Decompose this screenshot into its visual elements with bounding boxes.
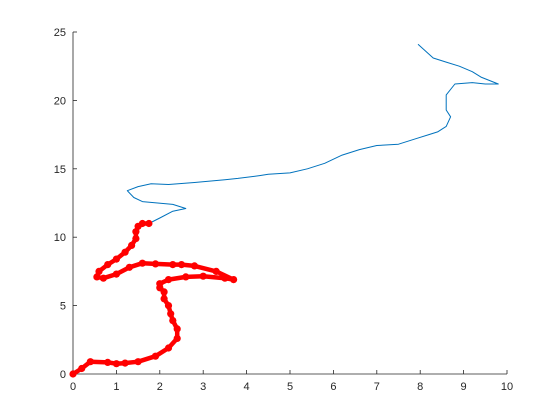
y-tick-label: 10 (54, 232, 66, 244)
y-tick-label: 5 (60, 301, 66, 313)
data-point (160, 295, 168, 303)
data-point (221, 274, 229, 282)
x-tick-label: 3 (200, 381, 206, 393)
data-point (104, 261, 112, 269)
data-point (128, 241, 136, 249)
data-point (112, 270, 120, 278)
data-point (173, 325, 181, 333)
data-point (132, 235, 140, 243)
data-point (78, 364, 86, 373)
data-point (151, 260, 160, 268)
data-point (125, 263, 133, 271)
data-point (169, 317, 177, 325)
x-tick-label: 2 (157, 381, 163, 393)
series-layer (69, 43, 499, 378)
data-point (134, 358, 142, 366)
x-tick-label: 9 (461, 381, 467, 393)
data-point (190, 262, 199, 270)
data-point (164, 344, 173, 352)
data-point (164, 302, 173, 310)
data-point (177, 261, 186, 269)
data-point (230, 276, 238, 284)
data-point (99, 274, 107, 282)
x-tick-label: 10 (501, 381, 513, 393)
y-tick-label: 25 (54, 27, 66, 39)
y-tick-label: 20 (54, 95, 66, 107)
x-tick-label: 8 (417, 381, 423, 393)
data-point (164, 276, 173, 284)
series-2 (69, 219, 238, 378)
y-tick-label: 0 (60, 369, 66, 381)
data-point (156, 280, 164, 288)
data-point (212, 267, 220, 275)
data-point (112, 255, 120, 263)
data-point (167, 310, 175, 318)
series-line (70, 221, 236, 377)
data-point (69, 370, 77, 378)
data-point (121, 248, 129, 256)
data-point (145, 219, 153, 228)
series-line (126, 43, 499, 224)
data-point (182, 273, 190, 281)
series-1 (126, 43, 499, 224)
data-point (199, 272, 207, 280)
data-point (121, 359, 129, 367)
x-tick-label: 4 (244, 381, 250, 393)
x-tick-label: 0 (70, 381, 76, 393)
data-point (138, 219, 146, 228)
data-point (93, 273, 101, 281)
data-point (104, 358, 112, 366)
data-point (132, 228, 140, 236)
data-point (138, 259, 146, 267)
x-tick-label: 7 (374, 381, 380, 393)
x-tick-label: 1 (113, 381, 119, 393)
data-point (151, 352, 160, 360)
axes: 0 1 2 3 4 5 6 7 8 9 10 0 5 10 15 20 25 (54, 27, 513, 393)
data-point (112, 360, 120, 368)
data-point (86, 358, 94, 366)
data-point (173, 334, 181, 342)
data-point (95, 267, 103, 275)
x-tick-label: 5 (287, 381, 293, 393)
x-tick-label: 6 (330, 381, 336, 393)
data-point (169, 261, 177, 269)
y-tick-label: 15 (54, 164, 66, 176)
